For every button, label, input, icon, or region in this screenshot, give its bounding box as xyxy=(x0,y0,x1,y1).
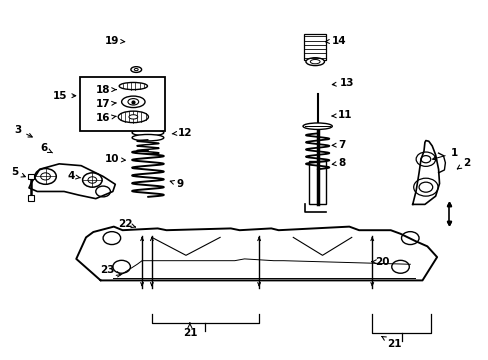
Text: 7: 7 xyxy=(331,140,345,150)
Polygon shape xyxy=(412,140,439,204)
Ellipse shape xyxy=(119,82,147,90)
Text: 8: 8 xyxy=(331,158,345,168)
Ellipse shape xyxy=(132,134,163,141)
Text: 13: 13 xyxy=(332,78,353,88)
Text: 21: 21 xyxy=(381,337,401,349)
Ellipse shape xyxy=(132,130,163,136)
Bar xyxy=(308,161,326,204)
Text: 16: 16 xyxy=(96,113,116,123)
Text: 2: 2 xyxy=(456,158,469,169)
Text: 5: 5 xyxy=(11,167,25,177)
Text: 23: 23 xyxy=(100,265,120,275)
Text: 22: 22 xyxy=(118,219,135,229)
Polygon shape xyxy=(29,164,115,199)
Ellipse shape xyxy=(134,68,138,71)
Text: 11: 11 xyxy=(331,111,351,121)
Bar xyxy=(27,195,34,201)
Text: 4: 4 xyxy=(67,171,81,181)
Text: 1: 1 xyxy=(432,148,457,160)
Ellipse shape xyxy=(131,67,142,72)
Text: 14: 14 xyxy=(325,36,346,46)
Bar xyxy=(80,77,164,131)
Bar xyxy=(27,174,34,179)
Text: 15: 15 xyxy=(53,91,76,101)
Ellipse shape xyxy=(303,123,331,130)
Text: 6: 6 xyxy=(40,143,52,153)
Ellipse shape xyxy=(122,96,145,108)
Text: 20: 20 xyxy=(371,257,388,267)
Bar xyxy=(304,34,325,60)
Text: 17: 17 xyxy=(96,99,116,109)
Ellipse shape xyxy=(129,115,138,119)
Text: 9: 9 xyxy=(170,179,183,189)
Text: 21: 21 xyxy=(182,323,197,338)
Polygon shape xyxy=(76,226,436,280)
Ellipse shape xyxy=(118,111,148,123)
Text: 10: 10 xyxy=(104,154,125,164)
Text: 12: 12 xyxy=(172,128,192,138)
Ellipse shape xyxy=(310,59,320,64)
Text: 18: 18 xyxy=(96,85,116,95)
Ellipse shape xyxy=(128,99,139,105)
Text: 3: 3 xyxy=(14,125,32,137)
Text: 19: 19 xyxy=(104,36,124,46)
Ellipse shape xyxy=(305,58,324,66)
